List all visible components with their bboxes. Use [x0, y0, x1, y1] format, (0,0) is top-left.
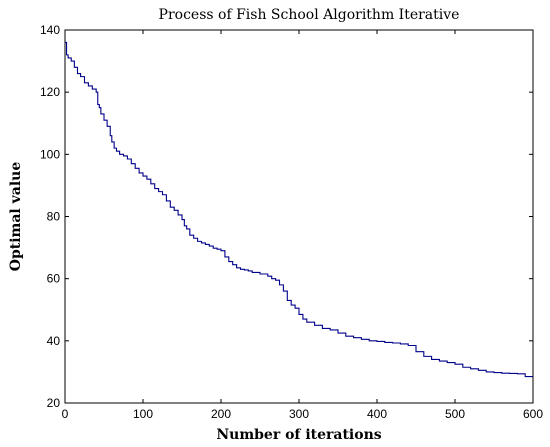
y-tick-label-2: 60 — [47, 272, 61, 286]
x-tick-label-1: 100 — [133, 407, 153, 421]
plot-frame — [64, 29, 534, 404]
axis-ticks: 0 100 200 300 400 500 600 20 40 60 80 100 120 140 — [40, 23, 543, 421]
x-tick-label-2: 200 — [211, 407, 231, 421]
y-axis-label: Optimal value — [8, 162, 24, 272]
y-tick-label-3: 80 — [47, 210, 61, 224]
x-tick-label-4: 400 — [367, 407, 387, 421]
series-line-0 — [65, 41, 533, 378]
y-tick-label-0: 20 — [47, 396, 61, 410]
y-tick-label-5: 120 — [40, 85, 60, 99]
y-tick-label-4: 100 — [40, 147, 60, 161]
x-tick-label-3: 300 — [289, 407, 309, 421]
y-tick-label-1: 40 — [47, 334, 61, 348]
x-tick-label-6: 600 — [523, 407, 543, 421]
x-tick-label-0: 0 — [62, 407, 69, 421]
y-tick-label-6: 140 — [40, 23, 60, 37]
series-layer — [65, 41, 533, 378]
chart-title: Process of Fish School Algorithm Iterati… — [159, 7, 460, 23]
x-tick-label-5: 500 — [445, 407, 465, 421]
x-axis-label: Number of iterations — [216, 427, 381, 443]
